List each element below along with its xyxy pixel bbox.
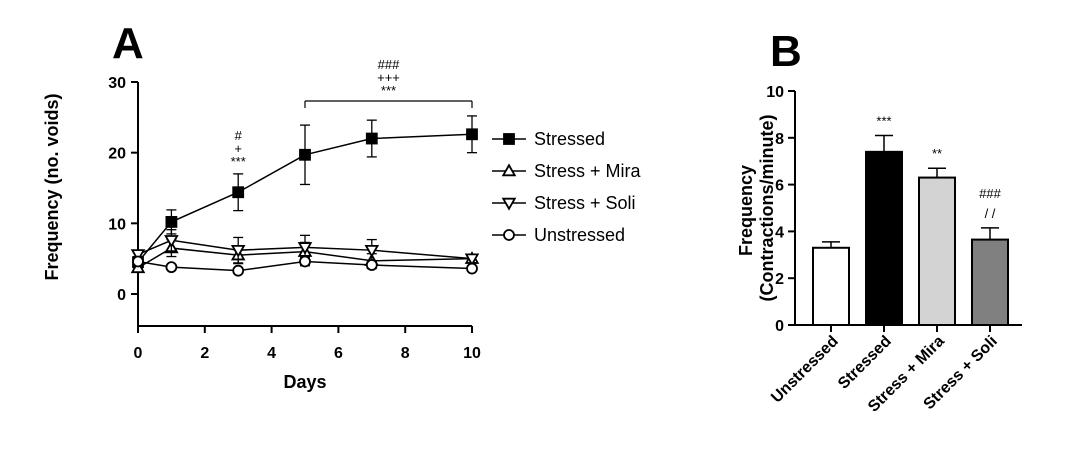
panel-a-y-tick-label: 30 [108, 75, 126, 92]
legend-label: Stress + Soli [534, 193, 636, 213]
significance-label: ### [378, 57, 400, 72]
panel-a-annotations: #+***###+++*** [231, 57, 473, 169]
panel-b-y-axis-title-line-1: Frequency [736, 165, 756, 256]
data-point [299, 255, 311, 268]
significance-label: *** [231, 154, 246, 169]
legend-marker [503, 133, 515, 145]
significance-label: *** [876, 113, 891, 128]
significance-label: + [234, 141, 242, 156]
significance-label: *** [381, 83, 396, 98]
data-point [232, 186, 245, 199]
legend-item-stress-soli: Stress + Soli [492, 193, 636, 213]
series-unstressed [132, 255, 478, 277]
legend-marker [501, 197, 517, 211]
data-point [164, 235, 179, 248]
legend-item-stressed: Stressed [492, 129, 605, 149]
data-point [365, 259, 378, 271]
significance-label: ** [932, 146, 942, 161]
data-point [464, 253, 480, 267]
panel-a-series [130, 115, 480, 277]
panel-a-y-tick-label: 10 [108, 216, 126, 233]
data-point [299, 148, 311, 161]
panel-a-x-axis-title: Days [283, 372, 326, 392]
panel-a-x-tick-label: 6 [334, 345, 343, 362]
panel-b-y-axis-title-line-2: (Contractions/minute) [757, 114, 777, 301]
data-point [165, 261, 178, 274]
legend-marker [501, 163, 517, 177]
data-point [297, 242, 313, 255]
data-point [365, 132, 378, 145]
panel-a-x-tick-label: 0 [134, 345, 143, 362]
significance-label: +++ [377, 70, 400, 85]
panel-a-y-axis-title: Frequency (no. voids) [42, 93, 62, 280]
data-point [130, 249, 146, 262]
panel-a-x-tick-label: 2 [200, 345, 209, 362]
bar-stressed [865, 134, 903, 326]
legend-item-unstressed: Unstressed [492, 225, 625, 245]
panel-a-letter: A [112, 19, 144, 68]
panel-a-x-ticks: 0 2 4 6 8 10 [134, 326, 481, 362]
bar-stress-mira [918, 167, 956, 326]
series-line [137, 239, 473, 260]
data-point [466, 128, 478, 141]
panel-a-x-tick-label: 8 [401, 345, 410, 362]
legend-marker [503, 229, 515, 241]
legend-label: Unstressed [534, 225, 625, 245]
bar-rect [865, 150, 903, 326]
data-point [230, 244, 246, 258]
panel-b-y-ticks: 0 2 4 6 8 10 [766, 84, 795, 335]
bar-unstressed [812, 241, 850, 326]
significance-label: ### [979, 186, 1001, 201]
panel-a-y-tick-label: 20 [108, 146, 126, 163]
category-label: Unstressed [768, 333, 842, 407]
panel-a-y-ticks: 0 10 20 30 [108, 75, 138, 304]
panel-b-y-tick-label: 10 [766, 84, 784, 101]
panel-b-letter: B [770, 27, 802, 76]
legend-item-stress-mira: Stress + Mira [492, 161, 642, 181]
bar-rect [971, 238, 1009, 326]
panel-a-legend: Stressed Stress + Mira Stress + Soli Unstre… [492, 129, 642, 245]
panel-b-y-tick-label: 8 [775, 131, 784, 148]
data-point [165, 216, 178, 228]
panel-a-x-tick-label: 4 [267, 345, 276, 362]
panel-b-y-axis-title: Frequency (Contractions/minute) [736, 114, 777, 301]
panel-b-y-tick-label: 2 [775, 271, 784, 288]
panel-b-y-tick-label: 0 [775, 318, 784, 335]
panel-b-y-tick-label: 4 [775, 224, 784, 241]
legend-label: Stress + Mira [534, 161, 642, 181]
series-line [137, 133, 473, 263]
panel-a-y-tick-label: 0 [117, 287, 126, 304]
bar-rect [918, 176, 956, 326]
panel-b-annotations: *****###/ / [876, 113, 1001, 220]
data-point [466, 262, 478, 275]
panel-a-x-tick-label: 10 [463, 345, 481, 362]
data-point [232, 264, 245, 277]
data-point [364, 244, 380, 258]
significance-label: # [235, 128, 243, 143]
bar-stress-soli [971, 227, 1009, 326]
bar-rect [812, 246, 850, 326]
panel-b-y-tick-label: 6 [775, 178, 784, 195]
panel-b-bars [812, 134, 1009, 326]
series-stress-soli [130, 229, 480, 267]
data-point [132, 255, 144, 268]
legend-label: Stressed [534, 129, 605, 149]
significance-label: / / [985, 206, 996, 221]
